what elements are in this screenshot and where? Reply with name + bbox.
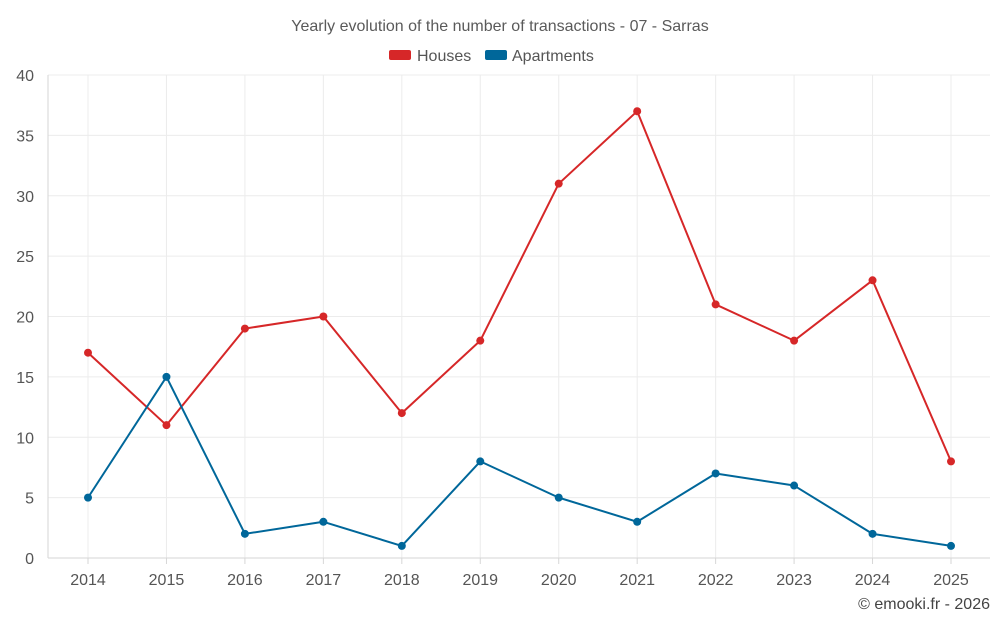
houses-legend-label[interactable]: Houses bbox=[417, 48, 471, 65]
houses-point-2016[interactable] bbox=[240, 324, 249, 333]
y-tick-label: 35 bbox=[16, 128, 34, 145]
apartments-point-2023[interactable] bbox=[790, 481, 799, 490]
apartments-series-line bbox=[87, 375, 952, 547]
x-tick-label: 2019 bbox=[462, 572, 498, 589]
apartments-point-2022[interactable] bbox=[711, 469, 720, 478]
y-tick-label: 40 bbox=[16, 68, 34, 85]
y-tick-label: 25 bbox=[16, 249, 34, 266]
houses-point-2020[interactable] bbox=[554, 179, 563, 188]
apartments-point-2018[interactable] bbox=[397, 541, 406, 550]
houses-point-2025[interactable] bbox=[947, 457, 955, 466]
apartments-point-2021[interactable] bbox=[633, 517, 642, 526]
legend: Houses Apartments bbox=[389, 48, 594, 65]
x-tick-label: 2015 bbox=[149, 572, 185, 589]
apartments-point-2025[interactable] bbox=[947, 541, 955, 550]
houses-point-2019[interactable] bbox=[476, 336, 485, 345]
y-tick-label: 30 bbox=[16, 189, 34, 206]
x-tick-label: 2020 bbox=[541, 572, 577, 589]
houses-point-2023[interactable] bbox=[790, 336, 799, 345]
apartments-legend-swatch[interactable] bbox=[485, 50, 507, 60]
houses-point-2017[interactable] bbox=[319, 312, 328, 321]
x-tick-label: 2024 bbox=[855, 572, 891, 589]
x-tick-label: 2017 bbox=[306, 572, 342, 589]
houses-legend-swatch[interactable] bbox=[389, 50, 411, 60]
apartments-point-2019[interactable] bbox=[476, 457, 485, 466]
houses-point-2015[interactable] bbox=[162, 421, 171, 430]
x-tick-label: 2018 bbox=[384, 572, 420, 589]
x-tick-label: 2021 bbox=[619, 572, 655, 589]
apartments-point-2024[interactable] bbox=[868, 529, 877, 538]
apartments-point-2017[interactable] bbox=[319, 517, 328, 526]
y-tick-label: 20 bbox=[16, 310, 34, 327]
houses-point-2018[interactable] bbox=[397, 409, 406, 418]
houses-point-2014[interactable] bbox=[84, 348, 92, 357]
y-tick-label: 15 bbox=[16, 370, 34, 387]
apartments-point-2014[interactable] bbox=[84, 493, 92, 502]
x-tick-label: 2023 bbox=[776, 572, 812, 589]
houses-point-2024[interactable] bbox=[868, 276, 877, 285]
grid-layer bbox=[48, 74, 990, 558]
apartments-point-2020[interactable] bbox=[554, 493, 563, 502]
y-tick-label: 5 bbox=[25, 491, 34, 508]
x-tick-label: 2025 bbox=[933, 572, 969, 589]
x-tick-label: 2014 bbox=[70, 572, 106, 589]
chart-title: Yearly evolution of the number of transa… bbox=[291, 18, 708, 35]
apartments-legend-label[interactable]: Apartments bbox=[512, 48, 594, 65]
series-layer bbox=[84, 107, 955, 550]
houses-point-2022[interactable] bbox=[711, 300, 720, 309]
x-tick-label: 2022 bbox=[698, 572, 734, 589]
apartments-point-2015[interactable] bbox=[162, 372, 171, 381]
y-tick-label: 10 bbox=[16, 430, 34, 447]
houses-point-2021[interactable] bbox=[633, 107, 642, 116]
houses-series-line bbox=[87, 110, 952, 462]
credit-text: © emooki.fr - 2026 bbox=[858, 596, 990, 613]
y-tick-label: 0 bbox=[25, 551, 34, 568]
x-tick-label: 2016 bbox=[227, 572, 263, 589]
apartments-point-2016[interactable] bbox=[240, 529, 249, 538]
